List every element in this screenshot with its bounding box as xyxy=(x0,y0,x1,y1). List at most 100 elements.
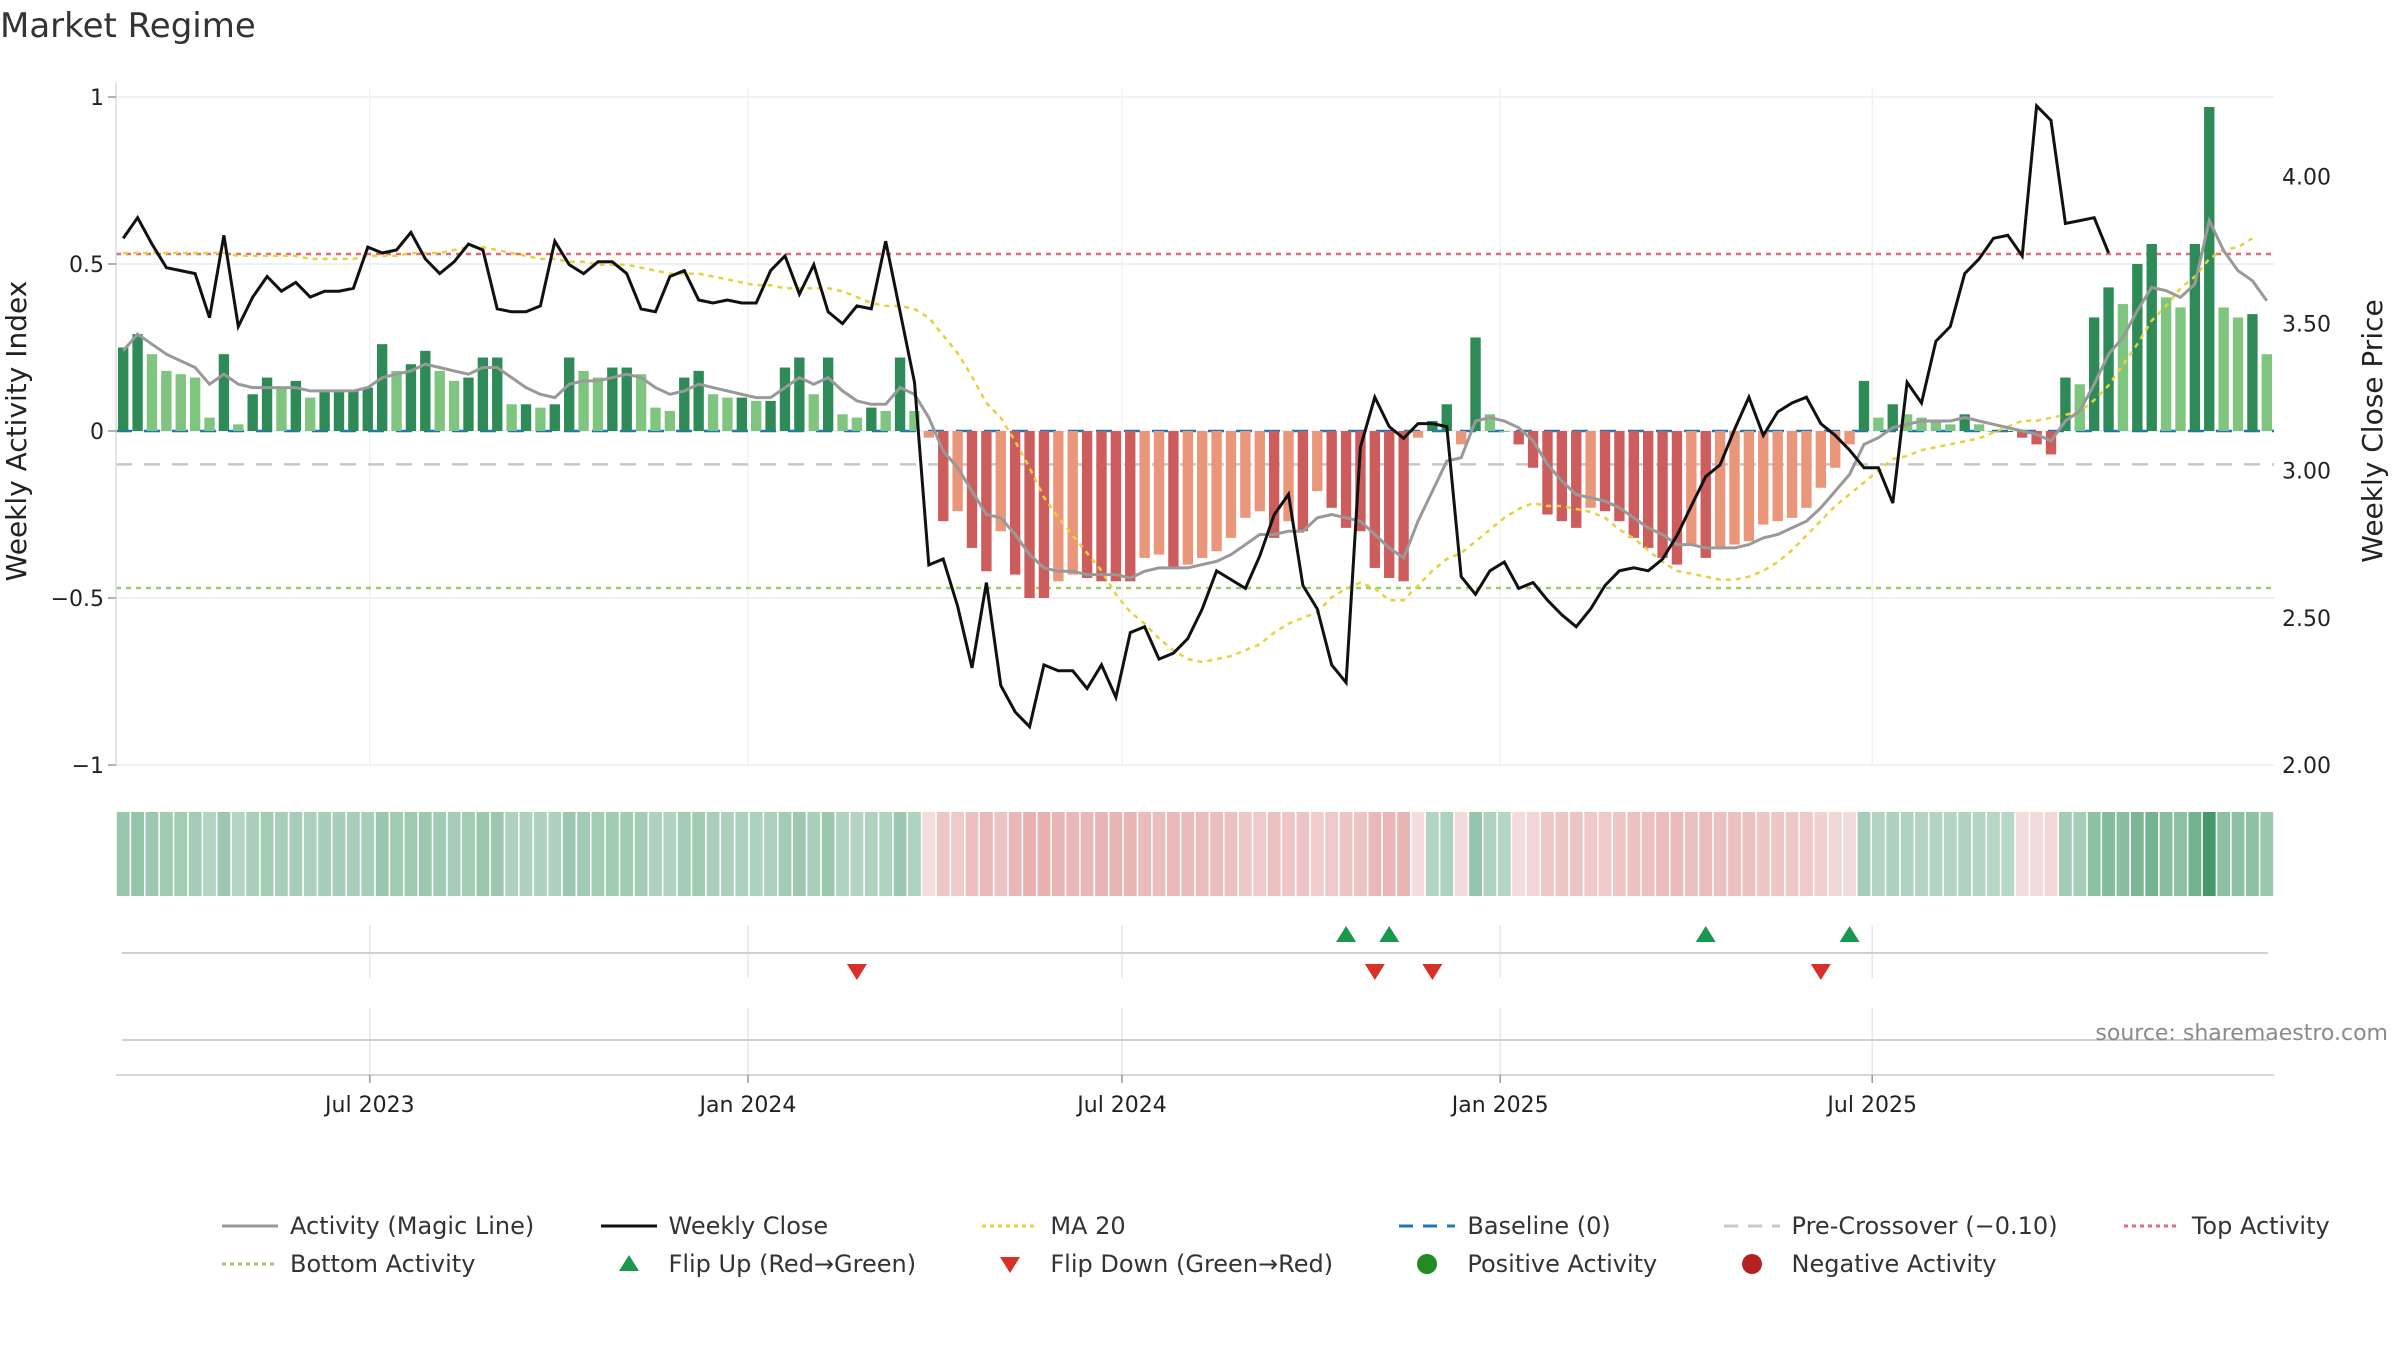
activity-bar xyxy=(1643,431,1654,548)
activity-bar xyxy=(1599,431,1611,512)
regime-cell xyxy=(792,812,806,896)
regime-cell xyxy=(850,812,864,896)
legend: Activity (Magic Line) Weekly Close MA 20 Ba… xyxy=(220,1212,2360,1278)
regime-cell xyxy=(1008,812,1022,896)
flip-down-marker xyxy=(1364,964,1385,980)
regime-cell xyxy=(1138,812,1152,896)
regime-cell xyxy=(519,812,533,896)
activity-bar xyxy=(2074,384,2085,431)
activity-bar xyxy=(1945,424,1956,431)
flip-up-marker xyxy=(1379,926,1400,942)
legend-label: Negative Activity xyxy=(1791,1250,1997,1278)
regime-cell xyxy=(1109,812,1123,896)
regime-cell xyxy=(303,812,317,896)
regime-cell xyxy=(1210,812,1223,896)
activity-bar xyxy=(218,354,230,431)
flip-up-marker xyxy=(1839,926,1860,942)
activity-bars xyxy=(118,107,2272,598)
activity-bar xyxy=(549,404,560,431)
regime-cell xyxy=(1469,812,1482,896)
regime-cell xyxy=(735,812,749,896)
regime-cell xyxy=(1152,812,1166,896)
regime-cell xyxy=(2174,812,2187,896)
regime-cell xyxy=(965,812,979,896)
activity-bar xyxy=(1470,337,1481,431)
regime-cell xyxy=(721,812,734,896)
regime-cell xyxy=(2087,812,2101,896)
activity-bar xyxy=(1326,431,1337,508)
y-left-tick-label: 0.5 xyxy=(69,253,104,278)
regime-cell xyxy=(2188,812,2202,896)
activity-bar xyxy=(635,374,647,431)
regime-cell xyxy=(1915,812,1928,896)
activity-bar xyxy=(1125,431,1136,582)
activity-bar xyxy=(2232,317,2244,431)
activity-bar xyxy=(1714,431,1726,548)
activity-bar xyxy=(1786,431,1798,518)
legend-label: Bottom Activity xyxy=(290,1250,476,1278)
activity-bar xyxy=(578,370,589,431)
activity-bar xyxy=(261,377,273,431)
magic-line xyxy=(122,216,2269,580)
activity-bar xyxy=(1139,431,1150,558)
y-left-tick-label: 1 xyxy=(90,86,104,111)
regime-cell xyxy=(951,812,965,896)
activity-bar xyxy=(1053,431,1064,582)
activity-bar xyxy=(564,357,575,431)
activity-bar xyxy=(1844,431,1855,445)
regime-cell xyxy=(1958,812,1972,896)
regime-cell xyxy=(505,812,519,896)
activity-bar xyxy=(1571,431,1582,528)
regime-cell xyxy=(1871,812,1885,896)
regime-cell xyxy=(2217,812,2231,896)
regime-cell xyxy=(1483,812,1497,896)
activity-bar xyxy=(1499,431,1510,432)
activity-bar xyxy=(1729,431,1740,545)
regime-cell xyxy=(1987,812,2000,896)
activity-bar xyxy=(1009,431,1021,575)
flip-down-marker xyxy=(846,964,867,980)
activity-bar xyxy=(822,357,834,431)
activity-bar xyxy=(2103,287,2114,431)
legend-symbol xyxy=(982,1224,1039,1228)
activity-bar xyxy=(1369,431,1381,568)
regime-cell xyxy=(231,812,245,896)
activity-bar xyxy=(1873,417,1884,431)
legend-item: Top Activity xyxy=(2122,1212,2360,1240)
regime-cell xyxy=(1828,812,1842,896)
regime-cell xyxy=(692,812,706,896)
regime-cell xyxy=(318,812,331,896)
regime-cell xyxy=(2001,812,2015,896)
regime-cell xyxy=(131,812,144,896)
flip-down-marker xyxy=(1422,964,1443,980)
regime-cell xyxy=(145,812,159,896)
activity-bar xyxy=(1384,431,1395,578)
x-tick-label: Jul 2023 xyxy=(323,1093,415,1118)
activity-bar xyxy=(722,397,733,431)
activity-bar xyxy=(923,431,935,438)
regime-cell xyxy=(1066,812,1080,896)
legend-item: Flip Up (Red→Green) xyxy=(599,1250,947,1278)
activity-bar xyxy=(204,417,215,431)
activity-bar xyxy=(434,370,445,431)
activity-bar xyxy=(1858,380,1870,431)
regime-cell xyxy=(1051,812,1065,896)
regime-cell xyxy=(1843,812,1856,896)
regime-cell xyxy=(2130,812,2144,896)
regime-cell xyxy=(1900,812,1914,896)
activity-bar xyxy=(707,394,719,431)
regime-cell xyxy=(764,812,777,896)
legend-symbol xyxy=(618,1255,639,1271)
regime-cell xyxy=(1253,812,1267,896)
regime-cell xyxy=(1785,812,1799,896)
regime-cell xyxy=(749,812,763,896)
flip-up-marker xyxy=(1336,926,1357,942)
regime-cell xyxy=(246,812,260,896)
legend-item: Pre-Crossover (−0.10) xyxy=(1722,1212,2088,1240)
legend-symbol xyxy=(2123,1224,2180,1228)
activity-bar xyxy=(233,424,244,431)
activity-bar xyxy=(118,347,129,431)
regime-cell xyxy=(1512,812,1526,896)
activity-bar xyxy=(952,431,963,512)
regime-cell xyxy=(174,812,188,896)
